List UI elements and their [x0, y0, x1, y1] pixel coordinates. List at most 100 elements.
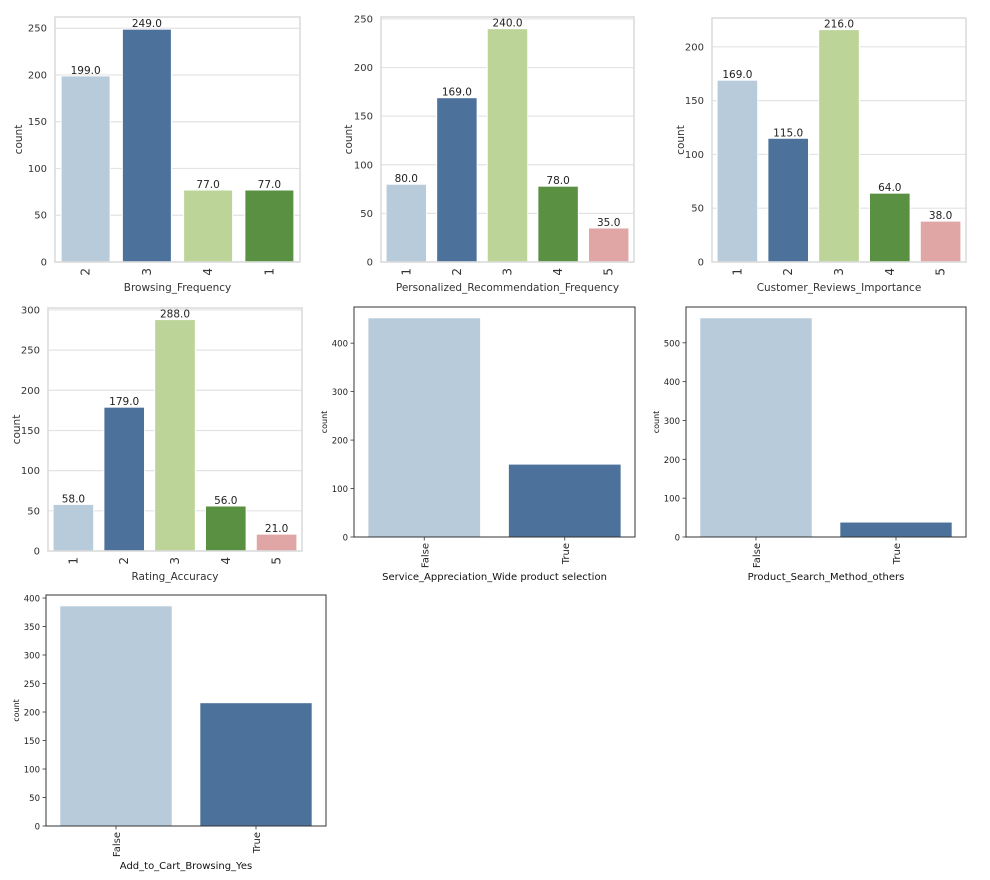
y-tick-label: 250 — [354, 14, 373, 25]
bar-false — [367, 317, 481, 538]
y-axis-label: count — [675, 125, 687, 155]
x-tick-label: 2 — [450, 268, 464, 276]
x-tick-label: True — [892, 543, 903, 565]
x-tick-label: 5 — [270, 557, 284, 565]
bar-1 — [244, 189, 295, 263]
x-axis-label: Service_Appreciation_Wide product select… — [382, 572, 607, 583]
x-tick-label: False — [420, 543, 431, 568]
data-label: 64.0 — [878, 182, 901, 194]
bar-2 — [103, 406, 146, 552]
x-tick-label: 5 — [602, 268, 616, 276]
y-tick-label: 50 — [34, 211, 47, 222]
y-tick-label: 100 — [28, 164, 47, 175]
axes-frame — [711, 17, 967, 263]
chart-panel-4: 58.01179.02288.0356.0421.050501001502002… — [11, 305, 303, 583]
x-tick-label: 1 — [262, 268, 276, 276]
y-tick-label: 400 — [664, 378, 680, 388]
x-tick-label: 4 — [219, 557, 233, 565]
y-tick-label: 200 — [21, 386, 40, 397]
data-label: 240.0 — [492, 18, 522, 30]
x-axis-label: Product_Search_Method_others — [748, 572, 905, 583]
data-label: 35.0 — [597, 217, 620, 229]
y-axis-label: count — [320, 411, 329, 434]
bar-2 — [60, 75, 111, 263]
x-axis-label: Customer_Reviews_Importance — [757, 282, 922, 294]
y-tick-label: 100 — [332, 485, 348, 495]
x-axis-label: Rating_Accuracy — [131, 571, 218, 583]
x-tick-label: 3 — [501, 268, 515, 276]
data-label: 80.0 — [395, 173, 418, 185]
bar-false — [699, 317, 813, 538]
y-tick-label: 150 — [28, 117, 47, 128]
y-tick-label: 250 — [24, 680, 40, 690]
x-tick-label: 3 — [168, 557, 182, 565]
axes-frame — [47, 307, 303, 552]
y-tick-label: 50 — [27, 506, 40, 517]
y-tick-label: 400 — [332, 340, 348, 350]
bar-2 — [436, 97, 478, 263]
chart-panel-7: False True 0 50 100 150 200 250 300 350 400 Add_to_… — [12, 594, 327, 872]
x-tick-label: True — [252, 832, 263, 854]
x-tick-label: 1 — [66, 557, 80, 565]
y-tick-label: 200 — [685, 42, 704, 53]
axes-frame — [380, 16, 635, 263]
data-label: 169.0 — [442, 87, 472, 99]
x-tick-label: 1 — [730, 268, 744, 276]
y-tick-label: 200 — [354, 63, 373, 74]
x-tick-label: 4 — [551, 268, 565, 276]
bar-4 — [537, 185, 579, 263]
x-tick-label: 2 — [117, 557, 131, 565]
bar-3 — [818, 29, 860, 263]
x-axis-label: Browsing_Frequency — [124, 282, 232, 294]
data-label: 179.0 — [109, 396, 139, 408]
data-label: 78.0 — [546, 175, 569, 187]
chart-panel-2: 80.01169.02240.0378.0435.050501001502002… — [343, 14, 635, 294]
y-tick-label: 100 — [685, 150, 704, 161]
y-tick-label: 0 — [41, 258, 47, 269]
y-tick-label: 100 — [21, 466, 40, 477]
axes-frame — [685, 306, 967, 538]
y-tick-label: 150 — [21, 426, 40, 437]
y-tick-label: 200 — [332, 437, 348, 447]
x-tick-label: 1 — [399, 268, 413, 276]
y-tick-label: 0 — [34, 547, 40, 558]
y-tick-label: 350 — [24, 623, 40, 633]
y-tick-label: 0 — [675, 534, 680, 544]
bar-5 — [255, 533, 298, 552]
chart-panel-1: 199.0 2 249.0 3 77.0 4 77.0 1 0 50 100 150 200 250 Bro… — [13, 16, 301, 294]
y-tick-label: 250 — [28, 24, 47, 35]
bar-4 — [204, 505, 247, 552]
y-tick-label: 0 — [343, 534, 348, 544]
bar-3 — [154, 319, 196, 552]
bar-3 — [486, 28, 529, 263]
y-tick-label: 100 — [664, 495, 680, 505]
y-tick-label: 400 — [24, 595, 40, 605]
y-tick-label: 0 — [698, 258, 704, 269]
data-label: 38.0 — [929, 210, 952, 222]
bar-2 — [767, 137, 810, 263]
x-tick-label: True — [561, 543, 572, 565]
x-axis-label: Personalized_Recommendation_Frequency — [396, 282, 619, 294]
data-label: 249.0 — [132, 18, 162, 30]
data-label: 115.0 — [773, 127, 803, 139]
x-tick-label: 3 — [140, 268, 154, 276]
y-tick-label: 50 — [360, 209, 373, 220]
bar-3 — [121, 28, 172, 263]
chart-panel-5: False True 0 100 200 300 400 Service_Appreciati… — [320, 306, 636, 583]
data-label: 169.0 — [722, 69, 752, 81]
bar-4 — [868, 192, 911, 263]
bar-1 — [52, 503, 95, 552]
y-axis-label: count — [343, 125, 355, 155]
y-tick-label: 150 — [354, 112, 373, 123]
y-axis-label: count — [652, 411, 661, 434]
data-label: 58.0 — [62, 493, 85, 505]
bar-1 — [385, 183, 428, 263]
y-tick-label: 300 — [332, 388, 348, 398]
x-tick-label: 5 — [934, 268, 948, 276]
chart-panel-6: False True 0 100 200 300 400 500 Product_Search_… — [652, 306, 967, 583]
axes-frame — [45, 594, 327, 827]
data-label: 21.0 — [265, 523, 288, 535]
x-tick-label: 2 — [781, 268, 795, 276]
data-label: 77.0 — [196, 179, 219, 191]
